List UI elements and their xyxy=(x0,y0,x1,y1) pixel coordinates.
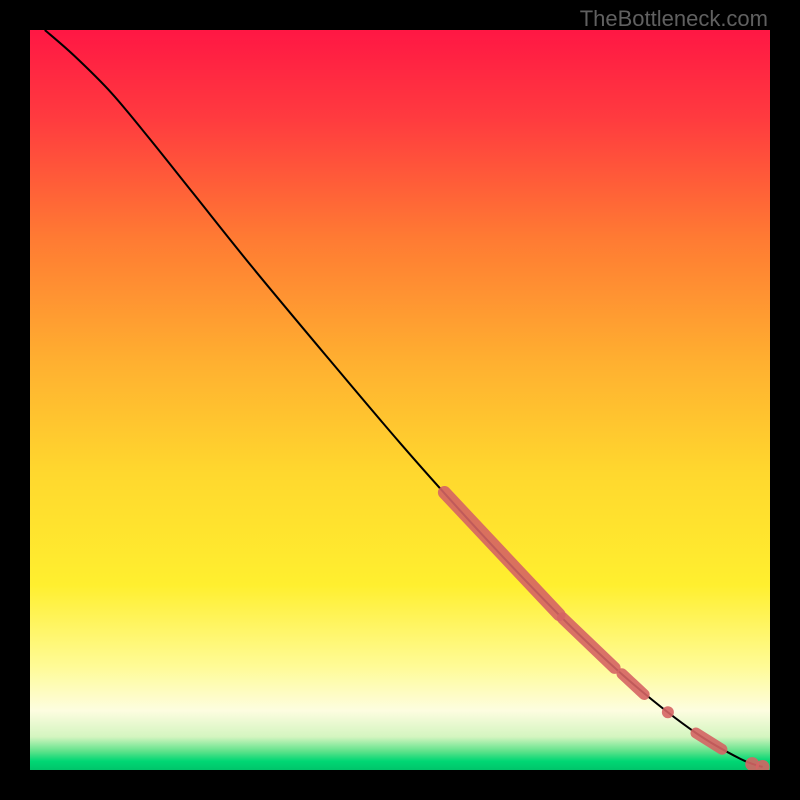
marker-dot xyxy=(662,706,674,718)
gradient-chart xyxy=(30,30,770,770)
gradient-background xyxy=(30,30,770,770)
watermark-text: TheBottleneck.com xyxy=(580,6,768,32)
chart-stage: TheBottleneck.com xyxy=(0,0,800,800)
plot-area xyxy=(30,30,770,770)
